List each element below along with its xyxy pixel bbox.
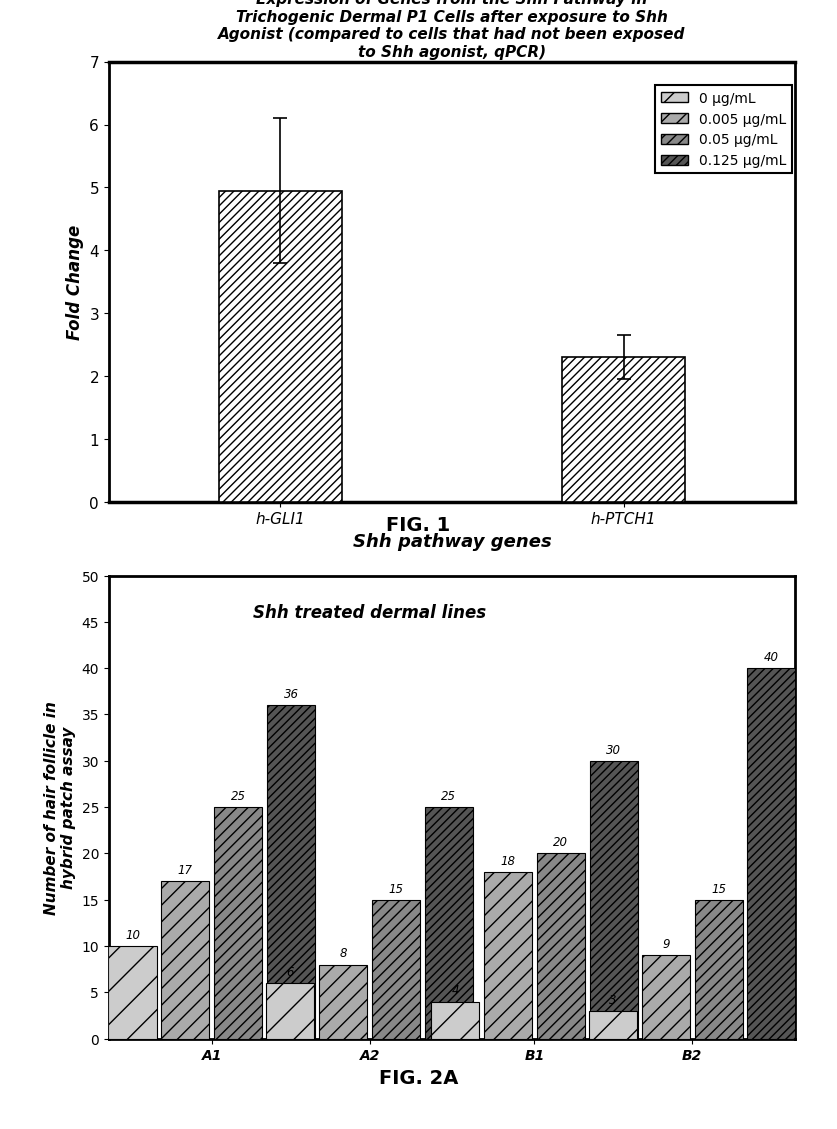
Bar — [319, 964, 367, 1039]
Bar — [109, 946, 157, 1039]
Text: FIG. 2A: FIG. 2A — [379, 1069, 458, 1087]
Text: 36: 36 — [284, 688, 299, 701]
Bar — [589, 761, 638, 1039]
Bar — [266, 983, 315, 1039]
Y-axis label: Fold Change: Fold Change — [66, 225, 84, 340]
Bar — [162, 882, 209, 1039]
Text: 9: 9 — [662, 938, 670, 951]
Text: 6: 6 — [286, 965, 294, 979]
Bar — [537, 854, 585, 1039]
Title: Expression of Genes from the Shh Pathway in
Trichogenic Dermal P1 Cells after ex: Expression of Genes from the Shh Pathway… — [218, 0, 686, 60]
Bar — [562, 358, 686, 502]
Text: 8: 8 — [340, 947, 347, 960]
Text: 25: 25 — [441, 789, 456, 803]
Text: FIG. 1: FIG. 1 — [387, 516, 450, 534]
Text: 18: 18 — [501, 855, 516, 867]
Text: 30: 30 — [606, 743, 621, 756]
Text: 4: 4 — [451, 984, 459, 997]
Bar — [425, 807, 473, 1039]
Bar — [431, 1001, 479, 1039]
Text: Shh treated dermal lines: Shh treated dermal lines — [253, 604, 486, 622]
Text: 3: 3 — [609, 994, 617, 1006]
X-axis label: Shh pathway genes: Shh pathway genes — [352, 533, 552, 551]
Bar — [214, 807, 262, 1039]
Text: 15: 15 — [388, 882, 403, 895]
Bar — [642, 955, 690, 1039]
Text: 25: 25 — [231, 789, 246, 803]
Bar — [484, 872, 532, 1039]
Text: 20: 20 — [553, 835, 568, 849]
Bar — [589, 1010, 637, 1039]
Bar — [267, 706, 315, 1039]
Bar — [372, 900, 420, 1039]
Text: 10: 10 — [125, 928, 140, 942]
Text: 40: 40 — [764, 650, 779, 664]
Text: 15: 15 — [711, 882, 727, 895]
Legend: 0 μg/mL, 0.005 μg/mL, 0.05 μg/mL, 0.125 μg/mL: 0 μg/mL, 0.005 μg/mL, 0.05 μg/mL, 0.125 … — [655, 86, 793, 174]
Text: 17: 17 — [177, 864, 193, 876]
Bar — [695, 900, 742, 1039]
Bar — [218, 191, 342, 502]
Y-axis label: Number of hair follicle in
hybrid patch assay: Number of hair follicle in hybrid patch … — [44, 700, 76, 914]
Bar — [747, 668, 795, 1039]
